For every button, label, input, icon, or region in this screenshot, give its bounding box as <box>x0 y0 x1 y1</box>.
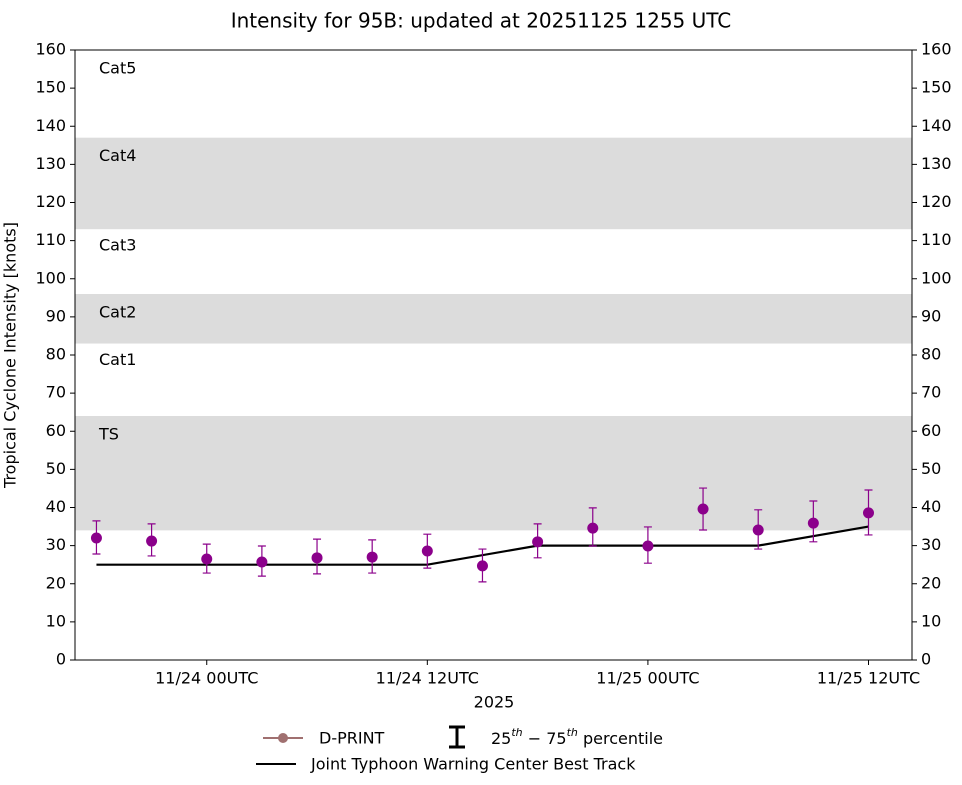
y-tick-label: 140 <box>35 116 66 135</box>
y-tick-label: 40 <box>46 497 66 516</box>
data-point <box>862 507 874 519</box>
data-point <box>311 552 323 564</box>
data-point <box>90 532 102 544</box>
y-tick-label: 50 <box>46 459 66 478</box>
y-tick-label: 30 <box>46 535 66 554</box>
y2-tick-label: 10 <box>921 611 941 630</box>
x-tick-label: 11/25 12UTC <box>817 669 920 688</box>
y2-tick-label: 160 <box>921 40 952 59</box>
category-label: Cat3 <box>99 236 136 255</box>
data-point <box>201 553 213 565</box>
y-axis-label: Tropical Cyclone Intensity [knots] <box>1 222 20 489</box>
y2-tick-label: 0 <box>921 650 931 669</box>
x-axis-label: 2025 <box>474 693 515 712</box>
legend-errorbar <box>449 725 465 749</box>
y-tick-label: 80 <box>46 345 66 364</box>
x-tick-label: 11/24 12UTC <box>376 669 479 688</box>
data-point <box>476 560 488 572</box>
data-point <box>807 517 819 529</box>
x-tick-label: 11/24 00UTC <box>155 669 258 688</box>
legend-marker <box>278 733 288 743</box>
y2-tick-label: 110 <box>921 230 952 249</box>
y-tick-label: 100 <box>35 268 66 287</box>
y-tick-label: 0 <box>56 650 66 669</box>
y2-tick-label: 120 <box>921 192 952 211</box>
category-label: TS <box>98 425 119 444</box>
y2-tick-label: 60 <box>921 421 941 440</box>
data-point <box>642 540 654 552</box>
category-label: Cat4 <box>99 146 136 165</box>
y-tick-label: 20 <box>46 573 66 592</box>
data-point <box>697 503 709 515</box>
y-tick-label: 120 <box>35 192 66 211</box>
data-point <box>752 524 764 536</box>
y2-tick-label: 70 <box>921 383 941 402</box>
y2-tick-label: 90 <box>921 306 941 325</box>
data-point <box>587 522 599 534</box>
y-tick-label: 10 <box>46 611 66 630</box>
y2-tick-label: 30 <box>921 535 941 554</box>
y-tick-label: 110 <box>35 230 66 249</box>
category-band <box>75 294 912 344</box>
legend-label: 25th − 75th percentile <box>491 726 663 748</box>
y-tick-label: 160 <box>35 40 66 59</box>
y-tick-label: 90 <box>46 306 66 325</box>
category-label: Cat5 <box>99 59 136 78</box>
y2-tick-label: 80 <box>921 345 941 364</box>
y2-tick-label: 50 <box>921 459 941 478</box>
y-tick-label: 70 <box>46 383 66 402</box>
y2-tick-label: 130 <box>921 154 952 173</box>
category-label: Cat1 <box>99 350 136 369</box>
category-label: Cat2 <box>99 303 136 322</box>
data-point <box>256 556 268 568</box>
y-tick-label: 130 <box>35 154 66 173</box>
chart-title: Intensity for 95B: updated at 20251125 1… <box>231 9 732 33</box>
legend-label: Joint Typhoon Warning Center Best Track <box>310 755 636 774</box>
y2-tick-label: 140 <box>921 116 952 135</box>
y2-tick-label: 100 <box>921 268 952 287</box>
category-band <box>75 137 912 230</box>
legend-label: D-PRINT <box>319 729 385 748</box>
x-tick-label: 11/25 00UTC <box>596 669 699 688</box>
data-point <box>421 545 433 557</box>
data-point <box>146 535 158 547</box>
y2-tick-label: 40 <box>921 497 941 516</box>
y-tick-label: 150 <box>35 78 66 97</box>
y-tick-label: 60 <box>46 421 66 440</box>
y2-tick-label: 150 <box>921 78 952 97</box>
data-point <box>366 551 378 563</box>
y2-tick-label: 20 <box>921 573 941 592</box>
category-band <box>75 416 912 531</box>
data-point <box>532 536 544 548</box>
